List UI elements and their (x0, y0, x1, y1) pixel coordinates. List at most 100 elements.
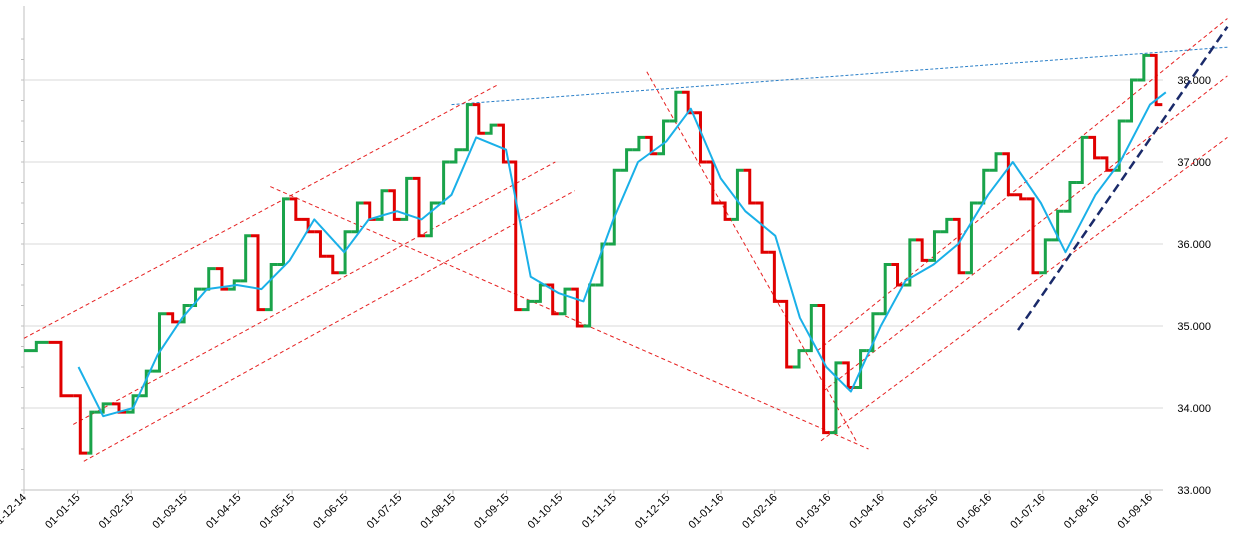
price-segment (48, 340, 74, 398)
price-segment (940, 217, 953, 234)
price-segment (952, 217, 966, 275)
price-segment (780, 299, 793, 369)
price-segment (87, 410, 95, 455)
price-segment (1088, 135, 1101, 160)
price-segment (1051, 209, 1064, 242)
price-segment (509, 160, 522, 312)
price-segment (178, 304, 190, 324)
price-segment (718, 201, 732, 221)
channel-line (23, 83, 500, 339)
price-segment (1026, 197, 1040, 275)
price-series (24, 53, 1163, 455)
price-segment (1014, 193, 1027, 201)
price-segment (829, 361, 843, 435)
price-segment (608, 168, 621, 246)
price-segment (1100, 156, 1114, 172)
channel-line (646, 71, 857, 442)
price-segment (1113, 119, 1126, 172)
y-tick-label: 35.000 (1177, 321, 1211, 333)
channel-line (83, 190, 575, 462)
price-segment (792, 349, 806, 369)
price-segment (706, 160, 719, 205)
price-segment (558, 287, 572, 316)
price-segment (425, 201, 438, 238)
price-segment (126, 394, 141, 414)
price-segment (400, 176, 413, 221)
price-segment (731, 168, 744, 221)
price-segment (805, 304, 818, 353)
price-segment (314, 230, 327, 258)
price-segment (449, 148, 463, 164)
channel-line (73, 161, 556, 425)
price-segment (743, 168, 756, 205)
gridlines (23, 6, 1163, 491)
price-segment (903, 238, 917, 287)
price-segment (111, 402, 127, 414)
price-segment (842, 361, 855, 389)
price-segment (388, 189, 401, 221)
price-segment (965, 201, 978, 275)
price-segment (891, 263, 904, 287)
y-axis: 33.000 34.000 35.000 36.000 37.000 38.000 (21, 38, 1211, 497)
price-segment (768, 250, 781, 303)
price-segment (632, 135, 646, 152)
price-segment (694, 111, 707, 164)
price-segment (645, 135, 658, 156)
y-tick-label: 34.000 (1177, 403, 1211, 415)
price-segment (363, 201, 376, 221)
price-segment (484, 123, 498, 135)
price-segment (215, 267, 229, 291)
price-segment (351, 201, 364, 234)
price-segment (571, 287, 584, 328)
price-segment (289, 197, 302, 221)
price-segment (462, 103, 473, 152)
price-segment (546, 283, 559, 316)
price-segment (265, 263, 278, 312)
price-segment (682, 90, 695, 115)
price-segment (1002, 152, 1015, 197)
price-segment (620, 148, 633, 172)
channel-line (822, 75, 1228, 392)
y-tick-label: 38.000 (1177, 75, 1211, 87)
price-segment (1137, 53, 1150, 82)
price-segment (375, 189, 389, 221)
y-tick-label: 33.000 (1177, 485, 1211, 497)
price-segment (240, 234, 251, 283)
y-tick-label: 37.000 (1177, 157, 1211, 169)
price-segment (166, 312, 179, 324)
price-segment (326, 254, 339, 275)
price-segment (657, 119, 670, 156)
price-segment (1039, 238, 1052, 275)
channel-line (820, 136, 1228, 442)
price-segment (1150, 53, 1163, 107)
price-segment (277, 197, 290, 266)
y-tick-label: 36.000 (1177, 239, 1211, 251)
price-segment (497, 123, 510, 164)
price-segment (1063, 181, 1077, 213)
price-segment (977, 168, 990, 205)
price-segment (521, 299, 535, 312)
channel-line (270, 186, 869, 450)
price-segment (152, 312, 167, 373)
price-segment (989, 152, 1003, 172)
price-segment (412, 176, 426, 238)
price-segment (583, 283, 596, 328)
price-segment (73, 394, 88, 455)
price-segment (301, 217, 315, 234)
price-segment (916, 238, 929, 262)
price-segment (1076, 135, 1089, 184)
moving-average-line (77, 91, 1167, 418)
price-segment (1125, 78, 1138, 123)
price-segment (669, 90, 683, 123)
moving-average-series (77, 91, 1167, 418)
price-segment (24, 340, 49, 353)
support-line (1017, 25, 1229, 331)
price-segment (94, 402, 112, 414)
price-segment (817, 304, 830, 435)
price-segment (201, 267, 216, 291)
price-segment (755, 201, 769, 254)
price-segment (250, 234, 266, 312)
price-segment (472, 103, 485, 135)
